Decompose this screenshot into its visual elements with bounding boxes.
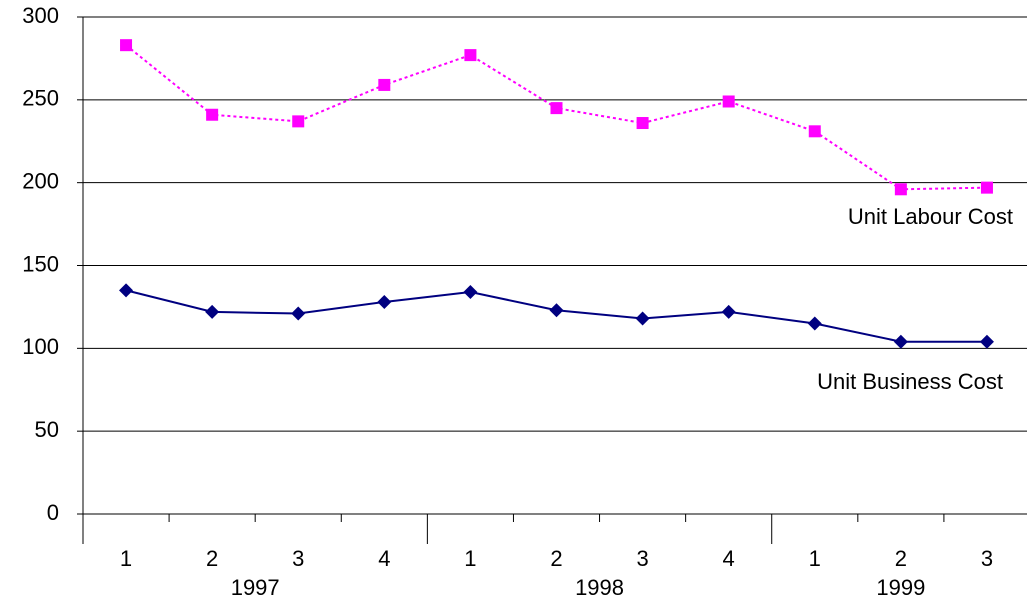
y-tick-label: 250: [22, 86, 59, 111]
y-tick-label: 200: [22, 168, 59, 193]
series-line: [125, 44, 987, 191]
series-label: Unit Labour Cost: [848, 204, 1013, 229]
marker: [378, 78, 391, 91]
marker: [463, 285, 478, 300]
marker: [722, 95, 735, 108]
x-group-label: 1997: [231, 575, 280, 600]
x-tick-label: 4: [378, 546, 390, 571]
x-tick-label: 3: [981, 546, 993, 571]
marker: [377, 294, 392, 309]
y-tick-label: 150: [22, 251, 59, 276]
x-tick-label: 2: [206, 546, 218, 571]
marker: [205, 304, 220, 319]
marker: [292, 115, 305, 128]
x-tick-label: 1: [120, 546, 132, 571]
marker: [721, 304, 736, 319]
y-tick-label: 100: [22, 334, 59, 359]
marker: [206, 108, 219, 121]
y-tick-label: 0: [47, 500, 59, 525]
marker: [549, 303, 564, 318]
x-tick-label: 1: [464, 546, 476, 571]
x-tick-label: 3: [636, 546, 648, 571]
marker: [464, 49, 477, 62]
x-group-label: 1999: [876, 575, 925, 600]
x-tick-label: 2: [550, 546, 562, 571]
marker: [120, 39, 133, 52]
marker: [550, 102, 563, 115]
x-tick-label: 4: [723, 546, 735, 571]
marker: [636, 117, 649, 130]
y-tick-label: 300: [22, 3, 59, 28]
marker: [291, 306, 306, 321]
series-label: Unit Business Cost: [817, 369, 1003, 394]
marker: [893, 334, 908, 349]
x-tick-label: 1: [809, 546, 821, 571]
x-tick-label: 3: [292, 546, 304, 571]
marker: [808, 125, 821, 138]
x-group-label: 1998: [575, 575, 624, 600]
y-tick-label: 50: [35, 417, 59, 442]
marker: [979, 334, 994, 349]
marker: [807, 316, 822, 331]
x-tick-label: 2: [895, 546, 907, 571]
marker: [635, 311, 650, 326]
marker: [980, 181, 993, 194]
marker: [119, 283, 134, 298]
marker: [894, 183, 907, 196]
